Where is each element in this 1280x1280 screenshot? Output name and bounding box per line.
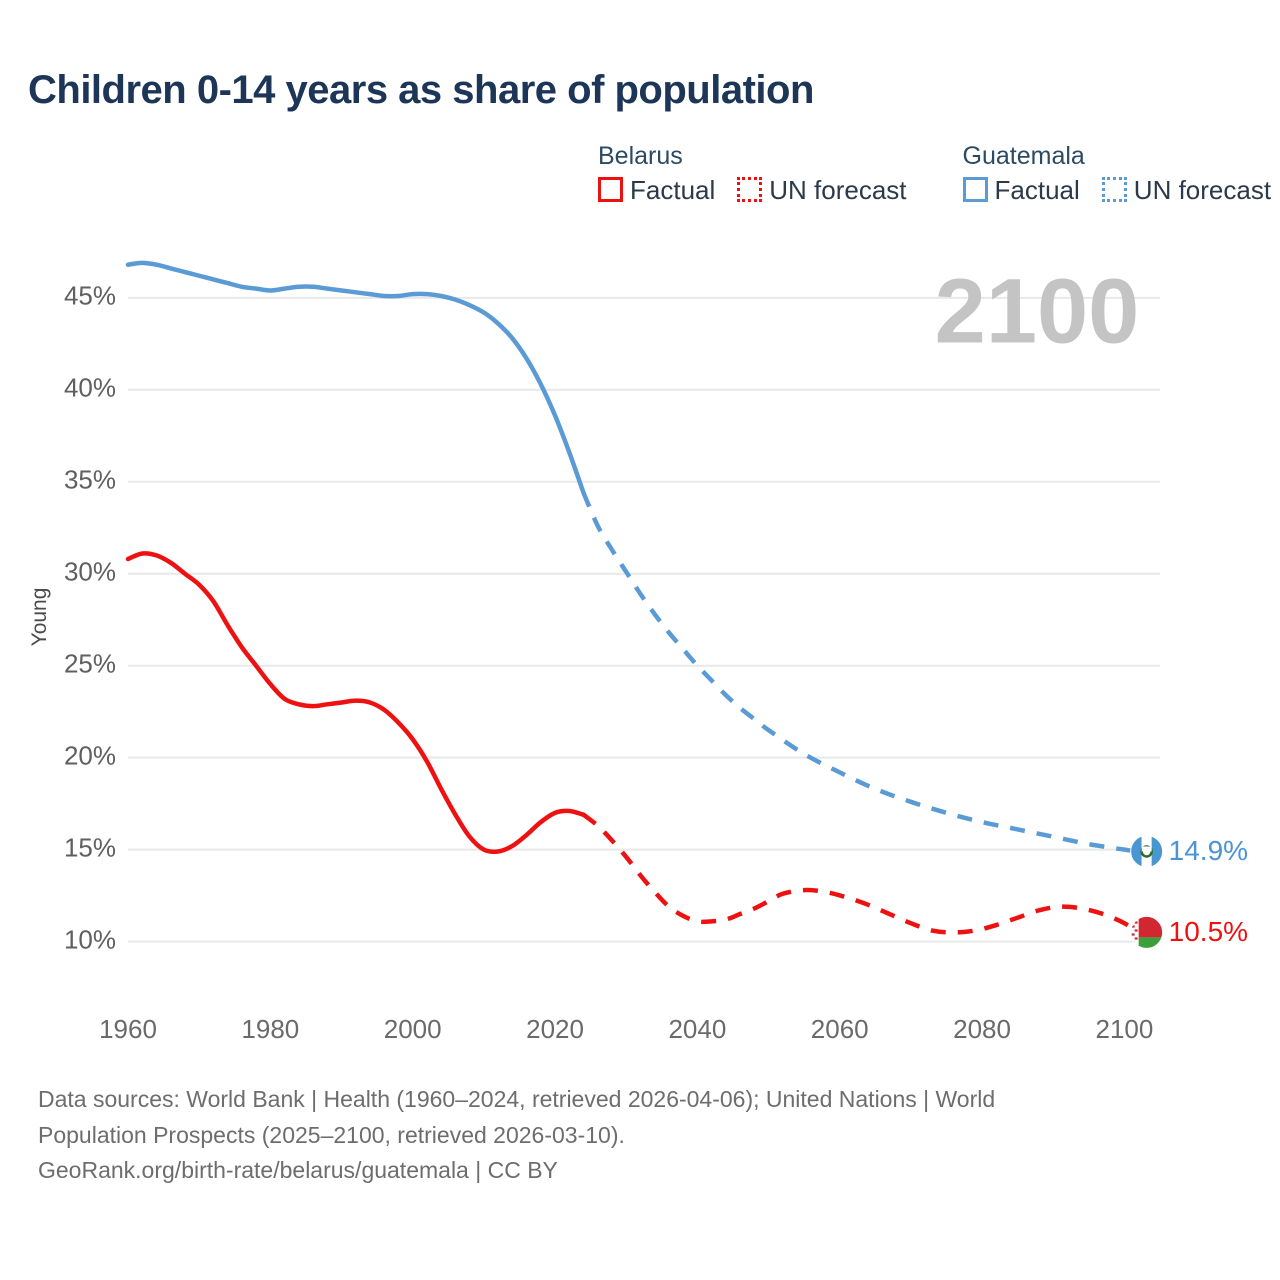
legend-swatch-dotted-blue-icon — [1101, 177, 1127, 202]
plot-area: 10% 15% 20% 25% 30% 35% 40% 45% 1960 1980 2000 202… — [28, 260, 1248, 1044]
x-tick-2000: 2000 — [384, 1014, 442, 1044]
x-tick-2060: 2060 — [811, 1014, 869, 1044]
legend-swatch-solid-blue-icon — [962, 177, 988, 202]
page-title: Children 0-14 years as share of populati… — [28, 68, 814, 112]
x-tick-2020: 2020 — [526, 1014, 584, 1044]
chart-legend: Belarus Factual UN forecast Guatemala Fa… — [598, 142, 1272, 205]
legend-group-belarus: Belarus Factual UN forecast — [598, 142, 907, 203]
series-line-guatemala-forecast — [581, 491, 1139, 854]
guatemala-flag-icon — [1130, 834, 1164, 868]
line-chart-svg: 10% 15% 20% 25% 30% 35% 40% 45% 1960 1980 2000 202… — [28, 260, 1248, 1044]
legend-swatch-solid-red-icon — [598, 177, 623, 202]
year-watermark: 2100 — [935, 260, 1140, 362]
x-tick-1960: 1960 — [99, 1014, 157, 1044]
chart-footer: Data sources: World Bank | Health (1960–… — [38, 1082, 1238, 1189]
x-tick-1980: 1980 — [241, 1014, 299, 1044]
legend-swatch-dotted-red-icon — [737, 177, 763, 202]
series-line-belarus-factual — [125, 551, 586, 855]
legend-entries-guatemala: Factual UN forecast — [962, 174, 1272, 205]
legend-group-guatemala: Guatemala Factual UN forecast — [962, 142, 1272, 205]
y-tick-20%: 20% — [64, 741, 116, 771]
chart-series — [125, 260, 1140, 935]
x-axis-tick-labels: 1960 1980 2000 2020 2040 2060 2080 2100 — [99, 1014, 1153, 1044]
legend-item-guatemala-forecast[interactable]: UN forecast — [1101, 174, 1272, 205]
y-tick-15%: 15% — [64, 833, 116, 863]
legend-country-guatemala: Guatemala — [962, 142, 1085, 170]
legend-item-belarus-forecast[interactable]: UN forecast — [737, 174, 907, 205]
legend-label-guatemala-factual: Factual — [994, 174, 1080, 205]
series-line-belarus-forecast — [582, 812, 1140, 935]
legend-entries-belarus: Factual UN forecast — [598, 177, 907, 203]
x-tick-2080: 2080 — [953, 1014, 1011, 1044]
y-tick-35%: 35% — [64, 465, 116, 495]
footer-line-2: Population Prospects (2025–2100, retriev… — [38, 1121, 625, 1148]
series-line-guatemala-factual — [125, 260, 586, 496]
series-end-markers: 14.9% 10.5% — [1130, 834, 1248, 949]
y-tick-10%: 10% — [64, 924, 116, 954]
guatemala-end-label: 14.9% — [1169, 835, 1248, 866]
chart-gridlines — [128, 296, 1160, 943]
footer-line-3: GeoRank.org/birth-rate/belarus/guatemala… — [38, 1157, 558, 1184]
y-tick-25%: 25% — [64, 649, 116, 679]
y-tick-40%: 40% — [64, 373, 116, 403]
footer-line-1: Data sources: World Bank | Health (1960–… — [38, 1086, 996, 1112]
y-tick-30%: 30% — [64, 557, 116, 587]
x-tick-2040: 2040 — [668, 1014, 726, 1044]
legend-item-guatemala-factual[interactable]: Factual — [962, 174, 1080, 205]
legend-label-belarus-factual: Factual — [630, 174, 716, 205]
belarus-end-label: 10.5% — [1169, 916, 1248, 947]
legend-label-guatemala-forecast: UN forecast — [1133, 174, 1272, 205]
legend-item-belarus-factual[interactable]: Factual — [598, 177, 715, 203]
y-axis-title: Young — [28, 588, 51, 647]
x-tick-2100: 2100 — [1095, 1014, 1153, 1044]
legend-country-belarus: Belarus — [598, 142, 683, 170]
y-axis-tick-labels: 10% 15% 20% 25% 30% 35% 40% 45% — [64, 281, 116, 955]
belarus-flag-icon — [1130, 915, 1164, 949]
legend-label-belarus-forecast: UN forecast — [769, 174, 907, 205]
y-tick-45%: 45% — [64, 281, 116, 311]
